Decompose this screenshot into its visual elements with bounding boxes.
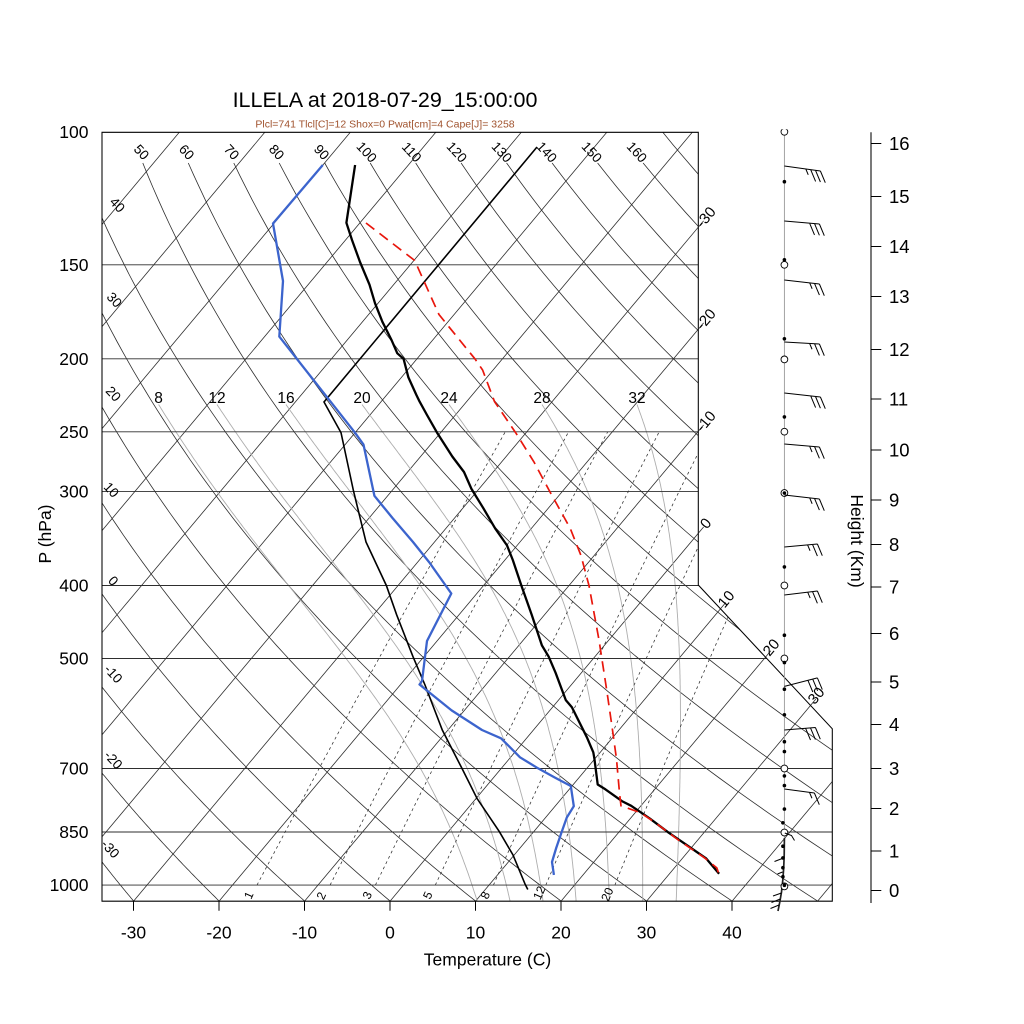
svg-text:80: 80 bbox=[266, 142, 287, 163]
svg-text:9: 9 bbox=[889, 490, 899, 511]
svg-text:10: 10 bbox=[466, 923, 486, 943]
svg-text:-20: -20 bbox=[206, 923, 232, 943]
svg-text:12: 12 bbox=[530, 884, 548, 902]
svg-text:700: 700 bbox=[59, 759, 88, 779]
svg-text:32: 32 bbox=[628, 390, 645, 407]
svg-text:1000: 1000 bbox=[50, 875, 89, 895]
svg-text:70: 70 bbox=[221, 142, 242, 163]
svg-text:13: 13 bbox=[889, 286, 910, 307]
svg-text:1: 1 bbox=[889, 841, 899, 862]
svg-text:10: 10 bbox=[889, 440, 910, 461]
svg-text:-10: -10 bbox=[292, 923, 318, 943]
svg-text:100: 100 bbox=[59, 122, 88, 142]
svg-text:150: 150 bbox=[59, 255, 88, 275]
svg-text:500: 500 bbox=[59, 649, 88, 669]
svg-text:400: 400 bbox=[59, 576, 88, 596]
svg-text:20: 20 bbox=[353, 390, 371, 407]
svg-text:Temperature (C): Temperature (C) bbox=[424, 950, 551, 970]
svg-text:28: 28 bbox=[533, 390, 550, 407]
svg-text:850: 850 bbox=[59, 822, 88, 842]
svg-text:Height (Km): Height (Km) bbox=[847, 494, 867, 587]
svg-text:30: 30 bbox=[104, 289, 125, 310]
svg-text:40: 40 bbox=[722, 923, 742, 943]
svg-text:200: 200 bbox=[59, 349, 88, 369]
svg-text:Plcl=741 Tlcl[C]=12 Shox=0 Pwa: Plcl=741 Tlcl[C]=12 Shox=0 Pwat[cm]=4 Ca… bbox=[255, 119, 514, 131]
svg-text:40: 40 bbox=[107, 194, 128, 215]
svg-text:60: 60 bbox=[176, 142, 197, 163]
svg-text:2: 2 bbox=[889, 798, 899, 819]
svg-text:4: 4 bbox=[889, 714, 899, 735]
svg-text:-30: -30 bbox=[121, 923, 147, 943]
svg-text:5: 5 bbox=[889, 672, 899, 693]
svg-text:90: 90 bbox=[311, 142, 332, 163]
svg-text:ILLELA at 2018-07-29_15:00:00: ILLELA at 2018-07-29_15:00:00 bbox=[233, 88, 538, 112]
svg-text:50: 50 bbox=[131, 142, 152, 163]
svg-text:11: 11 bbox=[889, 389, 908, 410]
svg-text:0: 0 bbox=[385, 923, 395, 943]
svg-text:15: 15 bbox=[889, 186, 910, 207]
svg-text:12: 12 bbox=[889, 339, 910, 360]
svg-text:30: 30 bbox=[637, 923, 657, 943]
svg-text:0: 0 bbox=[889, 880, 899, 901]
svg-text:16: 16 bbox=[277, 390, 294, 407]
svg-text:24: 24 bbox=[440, 390, 458, 407]
svg-text:20: 20 bbox=[598, 885, 616, 903]
svg-text:300: 300 bbox=[59, 481, 88, 501]
svg-text:250: 250 bbox=[59, 422, 88, 442]
svg-text:16: 16 bbox=[889, 133, 910, 154]
svg-text:20: 20 bbox=[551, 923, 571, 943]
svg-text:12: 12 bbox=[208, 390, 225, 407]
svg-text:14: 14 bbox=[889, 236, 910, 257]
svg-text:6: 6 bbox=[889, 623, 899, 644]
svg-text:8: 8 bbox=[154, 390, 163, 407]
svg-text:8: 8 bbox=[889, 534, 899, 555]
svg-text:P (hPa): P (hPa) bbox=[35, 504, 55, 563]
svg-text:10: 10 bbox=[101, 479, 122, 500]
svg-text:3: 3 bbox=[889, 758, 899, 779]
svg-text:20: 20 bbox=[103, 383, 124, 404]
svg-text:7: 7 bbox=[889, 577, 899, 598]
